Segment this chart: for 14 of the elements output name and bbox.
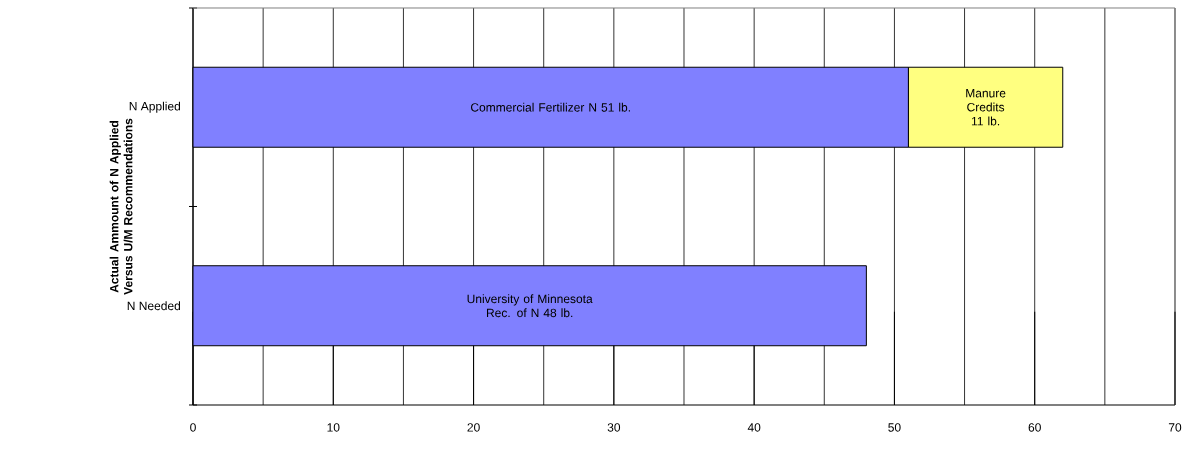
- y-tick-label: N Applied: [129, 101, 181, 113]
- x-tick-label: 50: [888, 423, 901, 432]
- y-tick-label: N Needed: [127, 301, 181, 311]
- data-label: University of Minnesota Rec. of N 48 lb.: [467, 294, 593, 318]
- x-tick-label: 70: [1168, 423, 1182, 432]
- x-tick-label: 0: [190, 423, 196, 432]
- x-tick-label: 30: [607, 423, 621, 432]
- data-label: Commercial Fertilizer N 51 lb.: [471, 102, 630, 112]
- y-axis-title: Actual Ammount of N Applied Versus U/M Recommendations: [109, 118, 133, 295]
- data-label: Manure Credits 11 lb.: [966, 89, 1006, 126]
- x-tick-label: 40: [747, 423, 761, 432]
- x-tick-label: 10: [327, 423, 340, 432]
- x-tick-label: 60: [1028, 423, 1041, 432]
- x-tick-label: 20: [467, 423, 480, 432]
